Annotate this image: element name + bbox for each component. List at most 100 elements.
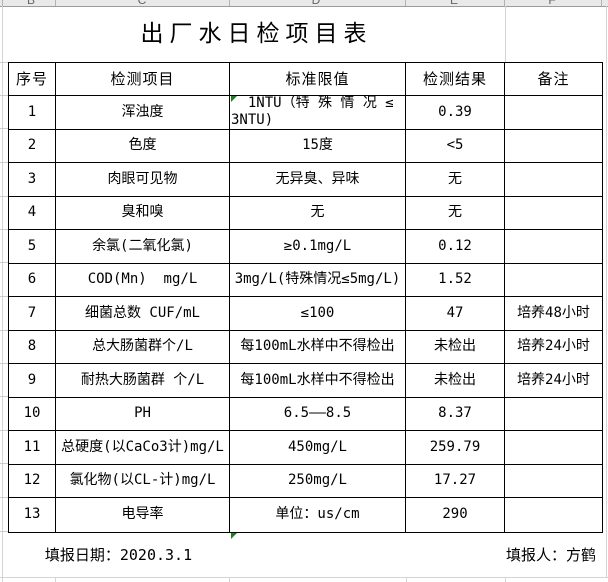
column-separator xyxy=(229,0,230,6)
cell-no[interactable]: 2 xyxy=(9,129,56,163)
cell-limit[interactable]: 450mg/L xyxy=(230,431,406,465)
gridline-stub xyxy=(0,95,8,96)
cell-remark[interactable] xyxy=(505,465,602,498)
cell-limit[interactable]: 每100mL水样中不得检出 xyxy=(230,364,406,398)
cell-remark[interactable] xyxy=(505,96,602,130)
cell-limit[interactable]: 6.5——8.5 xyxy=(230,397,406,431)
cell-result[interactable]: 0.12 xyxy=(406,230,505,264)
cell-remark[interactable] xyxy=(505,130,602,163)
cell-item[interactable]: 耐热大肠菌群 个/L xyxy=(56,364,230,398)
cell-item[interactable]: 细菌总数 CUF/mL xyxy=(56,297,230,331)
cell-item[interactable]: 余氯(二氧化氯) xyxy=(56,230,230,264)
cell-result[interactable]: 290 xyxy=(406,498,505,532)
gridline-stub xyxy=(0,296,8,297)
cell-limit[interactable]: 250mg/L xyxy=(230,464,406,498)
cell-item[interactable]: 肉眼可见物 xyxy=(56,163,230,197)
cell-no[interactable]: 3 xyxy=(9,163,56,197)
column-header-E[interactable]: E xyxy=(449,0,459,7)
cell-error-indicator-icon xyxy=(231,533,237,539)
cell-item[interactable]: COD(Mn) mg/L xyxy=(56,263,230,297)
cell-result[interactable]: 无 xyxy=(406,163,505,197)
cell-item[interactable]: 臭和嗅 xyxy=(56,196,230,230)
cell-remark[interactable] xyxy=(505,431,602,465)
cell-item[interactable]: 浑浊度 xyxy=(56,96,230,130)
cell-result[interactable]: 47 xyxy=(406,297,505,331)
cell-result[interactable]: 1.52 xyxy=(406,263,505,297)
cell-no[interactable]: 8 xyxy=(9,330,56,364)
cell-no[interactable]: 4 xyxy=(9,196,56,230)
gridline-stub xyxy=(0,430,8,431)
gridline-stub xyxy=(0,128,8,129)
cell-item[interactable]: 总大肠菌群个/L xyxy=(56,330,230,364)
header-cell-item[interactable]: 检测项目 xyxy=(56,63,230,96)
cell-remark[interactable]: 培养24小时 xyxy=(505,364,602,398)
report-date-cell[interactable]: 填报日期：2020.3.1 xyxy=(44,546,193,564)
column-header-D[interactable]: D xyxy=(311,0,321,7)
gridline-horizontal xyxy=(0,577,608,578)
gridline-vertical xyxy=(606,6,607,577)
cell-item[interactable]: 色度 xyxy=(56,129,230,163)
cell-limit[interactable]: 3mg/L(特殊情况≤5mg/L) xyxy=(230,263,406,297)
column-header-B[interactable]: B xyxy=(26,0,36,7)
cell-item[interactable]: 电导率 xyxy=(56,498,230,532)
cell-remark[interactable] xyxy=(505,498,602,532)
cell-limit[interactable]: 无异臭、异味 xyxy=(230,163,406,197)
cell-no[interactable]: 13 xyxy=(9,498,56,532)
cell-remark[interactable]: 培养24小时 xyxy=(505,331,602,364)
header-cell-result[interactable]: 检测结果 xyxy=(406,63,505,96)
cell-remark[interactable] xyxy=(505,163,602,197)
inspection-table: 序号 检测项目 标准限值 检测结果 备注 1 浑浊度 1NTU（特 殊 情 况 … xyxy=(8,62,603,533)
column-header-F[interactable]: F xyxy=(548,0,556,7)
cell-item[interactable]: PH xyxy=(56,397,230,431)
report-person-cell[interactable]: 填报人：方鹤 xyxy=(505,546,596,564)
cell-result[interactable]: 未检出 xyxy=(406,330,505,364)
cell-remark[interactable] xyxy=(505,197,602,230)
column-header-C[interactable]: C xyxy=(137,0,147,7)
cell-result[interactable]: 0.39 xyxy=(406,96,505,130)
gridline-vertical xyxy=(229,578,230,582)
gridline-vertical xyxy=(2,578,3,582)
cell-no[interactable]: 9 xyxy=(9,364,56,398)
gridline-stub xyxy=(0,229,8,230)
gridline-vertical xyxy=(55,578,56,582)
header-cell-no[interactable]: 序号 xyxy=(9,63,56,96)
cell-result[interactable]: <5 xyxy=(406,129,505,163)
cell-result[interactable]: 未检出 xyxy=(406,364,505,398)
cell-no[interactable]: 12 xyxy=(9,464,56,498)
cell-no[interactable]: 5 xyxy=(9,230,56,264)
cell-no[interactable]: 1 xyxy=(9,96,56,130)
header-cell-remark[interactable]: 备注 xyxy=(505,63,602,96)
column-separator xyxy=(601,0,602,6)
cell-result[interactable]: 259.79 xyxy=(406,431,505,465)
gridline-stub xyxy=(0,196,8,197)
gridline-stub xyxy=(0,330,8,331)
column-separator xyxy=(55,0,56,6)
cell-limit[interactable]: ≤100 xyxy=(230,297,406,331)
page-title[interactable]: 出厂水日检项目表 xyxy=(140,21,373,47)
cell-remark[interactable] xyxy=(505,264,602,297)
cell-result[interactable]: 8.37 xyxy=(406,397,505,431)
cell-limit[interactable]: 每100mL水样中不得检出 xyxy=(230,330,406,364)
column-separator xyxy=(504,0,505,6)
cell-remark[interactable] xyxy=(505,398,602,431)
cell-item[interactable]: 总硬度(以CaCo3计)mg/L xyxy=(56,431,230,465)
cell-limit[interactable]: 1NTU（特 殊 情 况 ≤ 3NTU) xyxy=(230,96,406,130)
cell-no[interactable]: 11 xyxy=(9,431,56,465)
cell-result[interactable]: 无 xyxy=(406,196,505,230)
gridline-vertical xyxy=(406,578,407,582)
cell-remark[interactable] xyxy=(505,230,602,264)
cell-no[interactable]: 10 xyxy=(9,397,56,431)
cell-no[interactable]: 7 xyxy=(9,297,56,331)
cell-remark[interactable]: 培养48小时 xyxy=(505,297,602,331)
cell-result[interactable]: 17.27 xyxy=(406,464,505,498)
header-cell-limit[interactable]: 标准限值 xyxy=(230,63,406,96)
cell-limit[interactable]: 单位：us/cm xyxy=(230,498,406,532)
gridline-stub xyxy=(0,396,8,397)
cell-limit[interactable]: 15度 xyxy=(230,129,406,163)
gridline-vertical xyxy=(2,6,3,577)
cell-no[interactable]: 6 xyxy=(9,263,56,297)
cell-item[interactable]: 氯化物(以CL-计)mg/L xyxy=(56,464,230,498)
cell-limit[interactable]: 无 xyxy=(230,196,406,230)
cell-limit[interactable]: ≥0.1mg/L xyxy=(230,230,406,264)
